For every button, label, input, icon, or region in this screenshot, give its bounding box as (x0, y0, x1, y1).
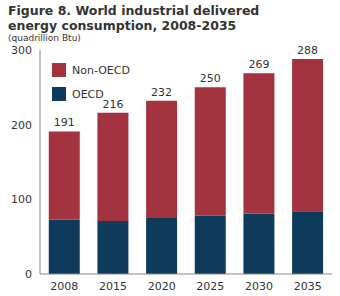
svg-text:216: 216 (102, 98, 123, 111)
html-text:(quadrillion Btu): (quadrillion Btu) (8, 33, 81, 43)
html-text:OECD: OECD (72, 87, 104, 101)
svg-text:2008: 2008 (50, 280, 78, 293)
svg-text:250: 250 (200, 72, 221, 85)
svg-text:0: 0 (25, 268, 32, 281)
svg-text:2015: 2015 (99, 280, 127, 293)
svg-text:300: 300 (11, 44, 32, 57)
svg-text:2035: 2035 (294, 280, 322, 293)
html-text:Figure 8. World industrial del: Figure 8. World industrial delivered ene… (8, 3, 260, 33)
svg-text:2020: 2020 (148, 280, 176, 293)
svg-text:2025: 2025 (196, 280, 224, 293)
svg-text:2030: 2030 (245, 280, 273, 293)
svg-text:191: 191 (54, 116, 75, 129)
svg-text:200: 200 (11, 119, 32, 132)
svg-text:269: 269 (248, 58, 269, 71)
svg-text:288: 288 (297, 44, 318, 57)
html-text:Non-OECD: Non-OECD (72, 63, 130, 77)
svg-text:232: 232 (151, 86, 172, 99)
svg-text:100: 100 (11, 193, 32, 206)
